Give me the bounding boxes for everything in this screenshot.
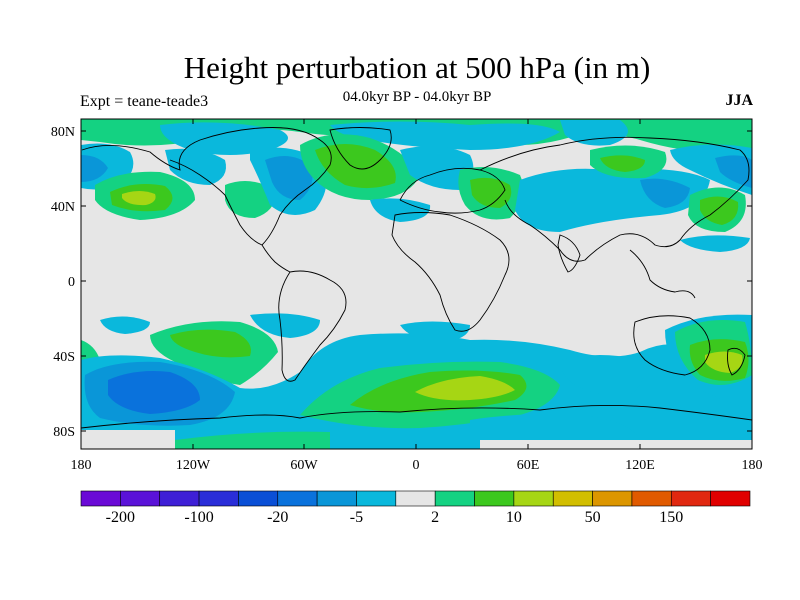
map-subtitle: 04.0kyr BP - 04.0kyr BP	[342, 89, 492, 105]
colorbar-label: -5	[350, 509, 363, 526]
lat-tick-label: 80S	[53, 425, 75, 440]
lat-tick-label: 40S	[53, 350, 75, 365]
map-title: Height perturbation at 500 hPa (in m)	[183, 50, 651, 85]
coastline-europe	[399, 167, 506, 214]
lat-tick-label: 40N	[51, 200, 75, 215]
contour-na-blue	[265, 156, 313, 200]
contour-arctic-cyan	[160, 122, 288, 155]
contour-np-blue	[81, 155, 108, 182]
contour-ant-cyan-sub	[470, 414, 640, 440]
contour-atl-green2	[315, 144, 396, 189]
lon-tick-label: 180	[742, 458, 763, 473]
contour-sa-yellow	[415, 376, 515, 401]
lon-tick-label: 0	[413, 458, 420, 473]
contour-sp-green2	[170, 329, 251, 358]
colorbar-swatch	[316, 490, 357, 507]
contour-pac-yellow	[122, 191, 156, 206]
lon-tick-label: 180	[71, 458, 92, 473]
contour-so-cyan-top	[250, 313, 320, 338]
coastline-africa	[391, 212, 510, 332]
contour-asia-blue	[640, 178, 690, 208]
coastline-asia	[479, 136, 750, 262]
coastline-se-asia	[629, 249, 696, 299]
coastline-antarctica	[81, 404, 752, 429]
colorbar-swatch	[592, 490, 633, 507]
colorbar-label: 50	[585, 509, 601, 526]
colorbar-swatch	[474, 490, 515, 507]
contour-sp-cyan	[100, 316, 150, 334]
colorbar-swatch	[513, 490, 554, 507]
contour-na-green	[225, 181, 276, 218]
colorbar-swatch	[238, 490, 279, 507]
colorbar-swatch	[277, 490, 318, 507]
colorbar-swatch	[631, 490, 672, 507]
colorbar-swatch	[80, 490, 121, 507]
contour-so-midblue	[108, 371, 200, 414]
coastline-australia	[633, 315, 711, 376]
colorbar-labels: -200 -100 -20 -5 2 10 50 150	[106, 509, 684, 526]
coastlines	[81, 127, 752, 429]
colorbar-label: -20	[267, 509, 288, 526]
lon-tick-label: 60W	[290, 458, 318, 473]
coastline-south-america	[278, 270, 347, 382]
contour-asia-green2	[600, 155, 645, 172]
lat-tick-label: 0	[68, 275, 75, 290]
colorbar-swatch	[395, 490, 436, 507]
contour-eu-green2	[470, 177, 512, 208]
contour-jp-green2	[700, 196, 739, 225]
colorbar-swatch	[356, 490, 397, 507]
colorbar-label: -100	[184, 509, 213, 526]
colorbar	[80, 490, 751, 507]
contour-ant-grey	[480, 440, 752, 449]
colorbar-swatch	[710, 490, 751, 507]
longitude-axis: 180 120W 60W 0 60E 120E 180	[71, 119, 763, 473]
colorbar-label: 10	[506, 509, 522, 526]
colorbar-swatch	[434, 490, 475, 507]
colorbar-swatch	[552, 490, 593, 507]
coastline-greenland	[329, 127, 392, 170]
colorbar-swatch	[670, 490, 711, 507]
contour-arctic-cyan	[560, 120, 628, 146]
colorbar-label: 150	[659, 509, 683, 526]
contour-atl-cyan	[370, 198, 431, 222]
season-label: JJA	[725, 92, 753, 109]
colorbar-swatch	[120, 490, 160, 507]
colorbar-label: -200	[106, 509, 135, 526]
contour-ind-cyan	[680, 235, 750, 252]
colorbar-swatch	[159, 490, 200, 507]
colorbar-swatch	[198, 490, 239, 507]
lat-tick-label: 80N	[51, 125, 75, 140]
contour-ant-green	[175, 431, 330, 449]
coastline-india	[557, 234, 581, 273]
contour-ind-so-cyan	[560, 355, 644, 396]
contour-arctic-cyan	[330, 121, 560, 150]
contour-eu-cyan	[400, 146, 474, 190]
coastline-new-zealand	[727, 347, 746, 376]
lon-tick-label: 120W	[176, 458, 211, 473]
coastline-north-america	[81, 127, 332, 246]
contour-au-yellow	[705, 351, 743, 373]
contour-ant-grey2	[81, 430, 175, 449]
lon-tick-label: 60E	[517, 458, 540, 473]
contour-field	[81, 119, 752, 449]
contour-asia-blue	[715, 155, 752, 188]
latitude-axis: 80N 40N 0 40S 80S	[51, 125, 752, 440]
coastline-central-america	[261, 244, 291, 273]
experiment-label: Expt = teane-teade3	[80, 93, 209, 110]
colorbar-label: 2	[431, 509, 439, 526]
lon-tick-label: 120E	[625, 458, 655, 473]
